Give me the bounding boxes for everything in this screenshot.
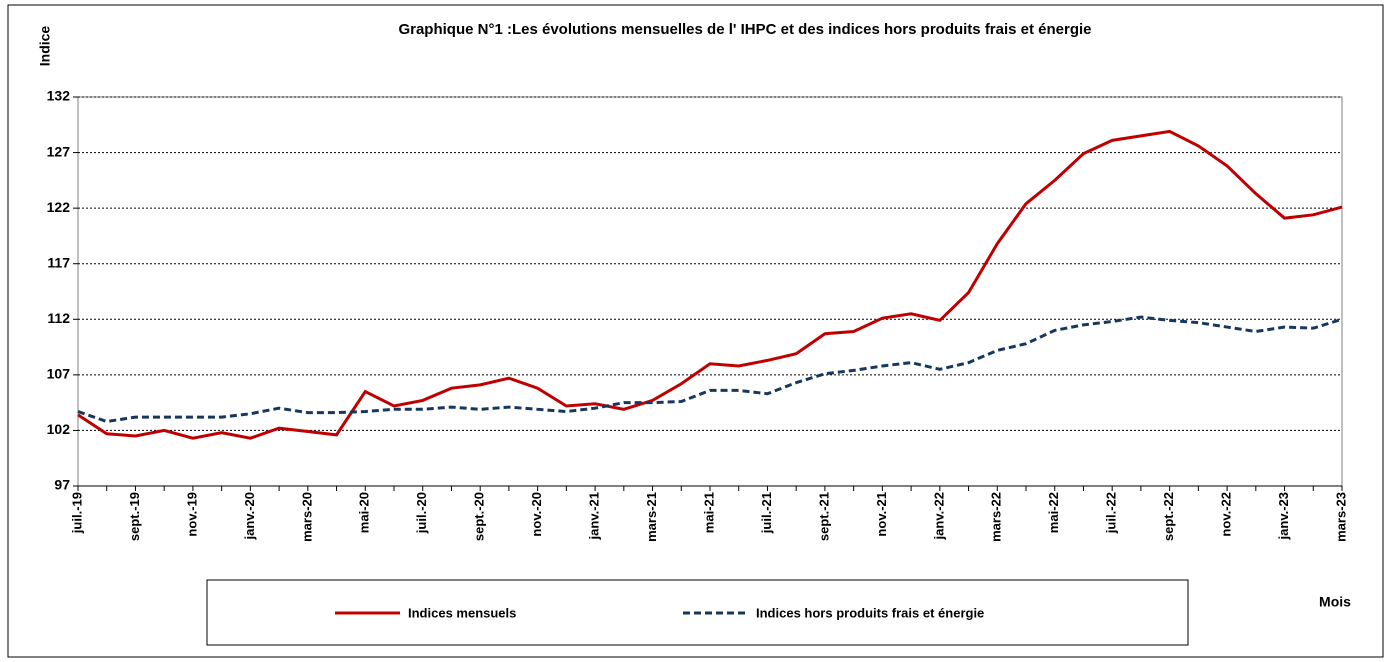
- legend-label: Indices mensuels: [408, 605, 516, 620]
- x-tick-label: sept.-19: [127, 492, 142, 541]
- y-axis-label: Indice: [37, 26, 53, 67]
- x-tick-label: sept.-21: [816, 492, 831, 541]
- x-tick-label: nov.-21: [874, 492, 889, 537]
- x-tick-label: nov.-19: [184, 492, 199, 537]
- legend-label: Indices hors produits frais et énergie: [756, 605, 984, 620]
- x-tick-label: mai-20: [357, 492, 372, 533]
- x-tick-label: janv.-23: [1276, 492, 1291, 540]
- x-tick-label: janv.-20: [242, 492, 257, 540]
- y-tick-label: 117: [47, 254, 70, 270]
- y-tick-label: 122: [47, 199, 71, 215]
- x-tick-label: janv.-21: [587, 492, 602, 540]
- y-tick-label: 107: [47, 366, 71, 382]
- x-tick-label: juil.-21: [759, 492, 774, 534]
- y-tick-label: 97: [54, 477, 70, 493]
- y-tick-label: 132: [47, 88, 71, 104]
- x-tick-label: mars-21: [644, 492, 659, 542]
- y-tick-label: 127: [47, 143, 71, 159]
- series-line: [77, 129, 1343, 440]
- x-tick-label: nov.-20: [529, 492, 544, 537]
- x-axis-label: Mois: [1319, 594, 1351, 610]
- x-tick-label: janv.-22: [931, 492, 946, 540]
- series-line: [77, 315, 1343, 424]
- x-tick-label: mai-22: [1046, 492, 1061, 533]
- x-tick-label: sept.-22: [1161, 492, 1176, 541]
- x-tick-label: mars-22: [989, 492, 1004, 542]
- x-tick-label: juil.-22: [1104, 492, 1119, 534]
- chart-title: Graphique N°1 :Les évolutions mensuelles…: [398, 21, 1091, 38]
- x-tick-label: juil.-20: [414, 492, 429, 534]
- x-tick-label: nov.-22: [1219, 492, 1234, 537]
- plot-area: [77, 96, 1343, 487]
- x-tick-label: juil.-19: [69, 492, 84, 534]
- x-tick-label: mars-23: [1333, 492, 1348, 542]
- y-tick-label: 112: [47, 310, 70, 326]
- y-tick-label: 102: [47, 421, 71, 437]
- x-tick-label: sept.-20: [472, 492, 487, 541]
- x-tick-label: mars-20: [299, 492, 314, 542]
- x-tick-label: mai-21: [701, 492, 716, 533]
